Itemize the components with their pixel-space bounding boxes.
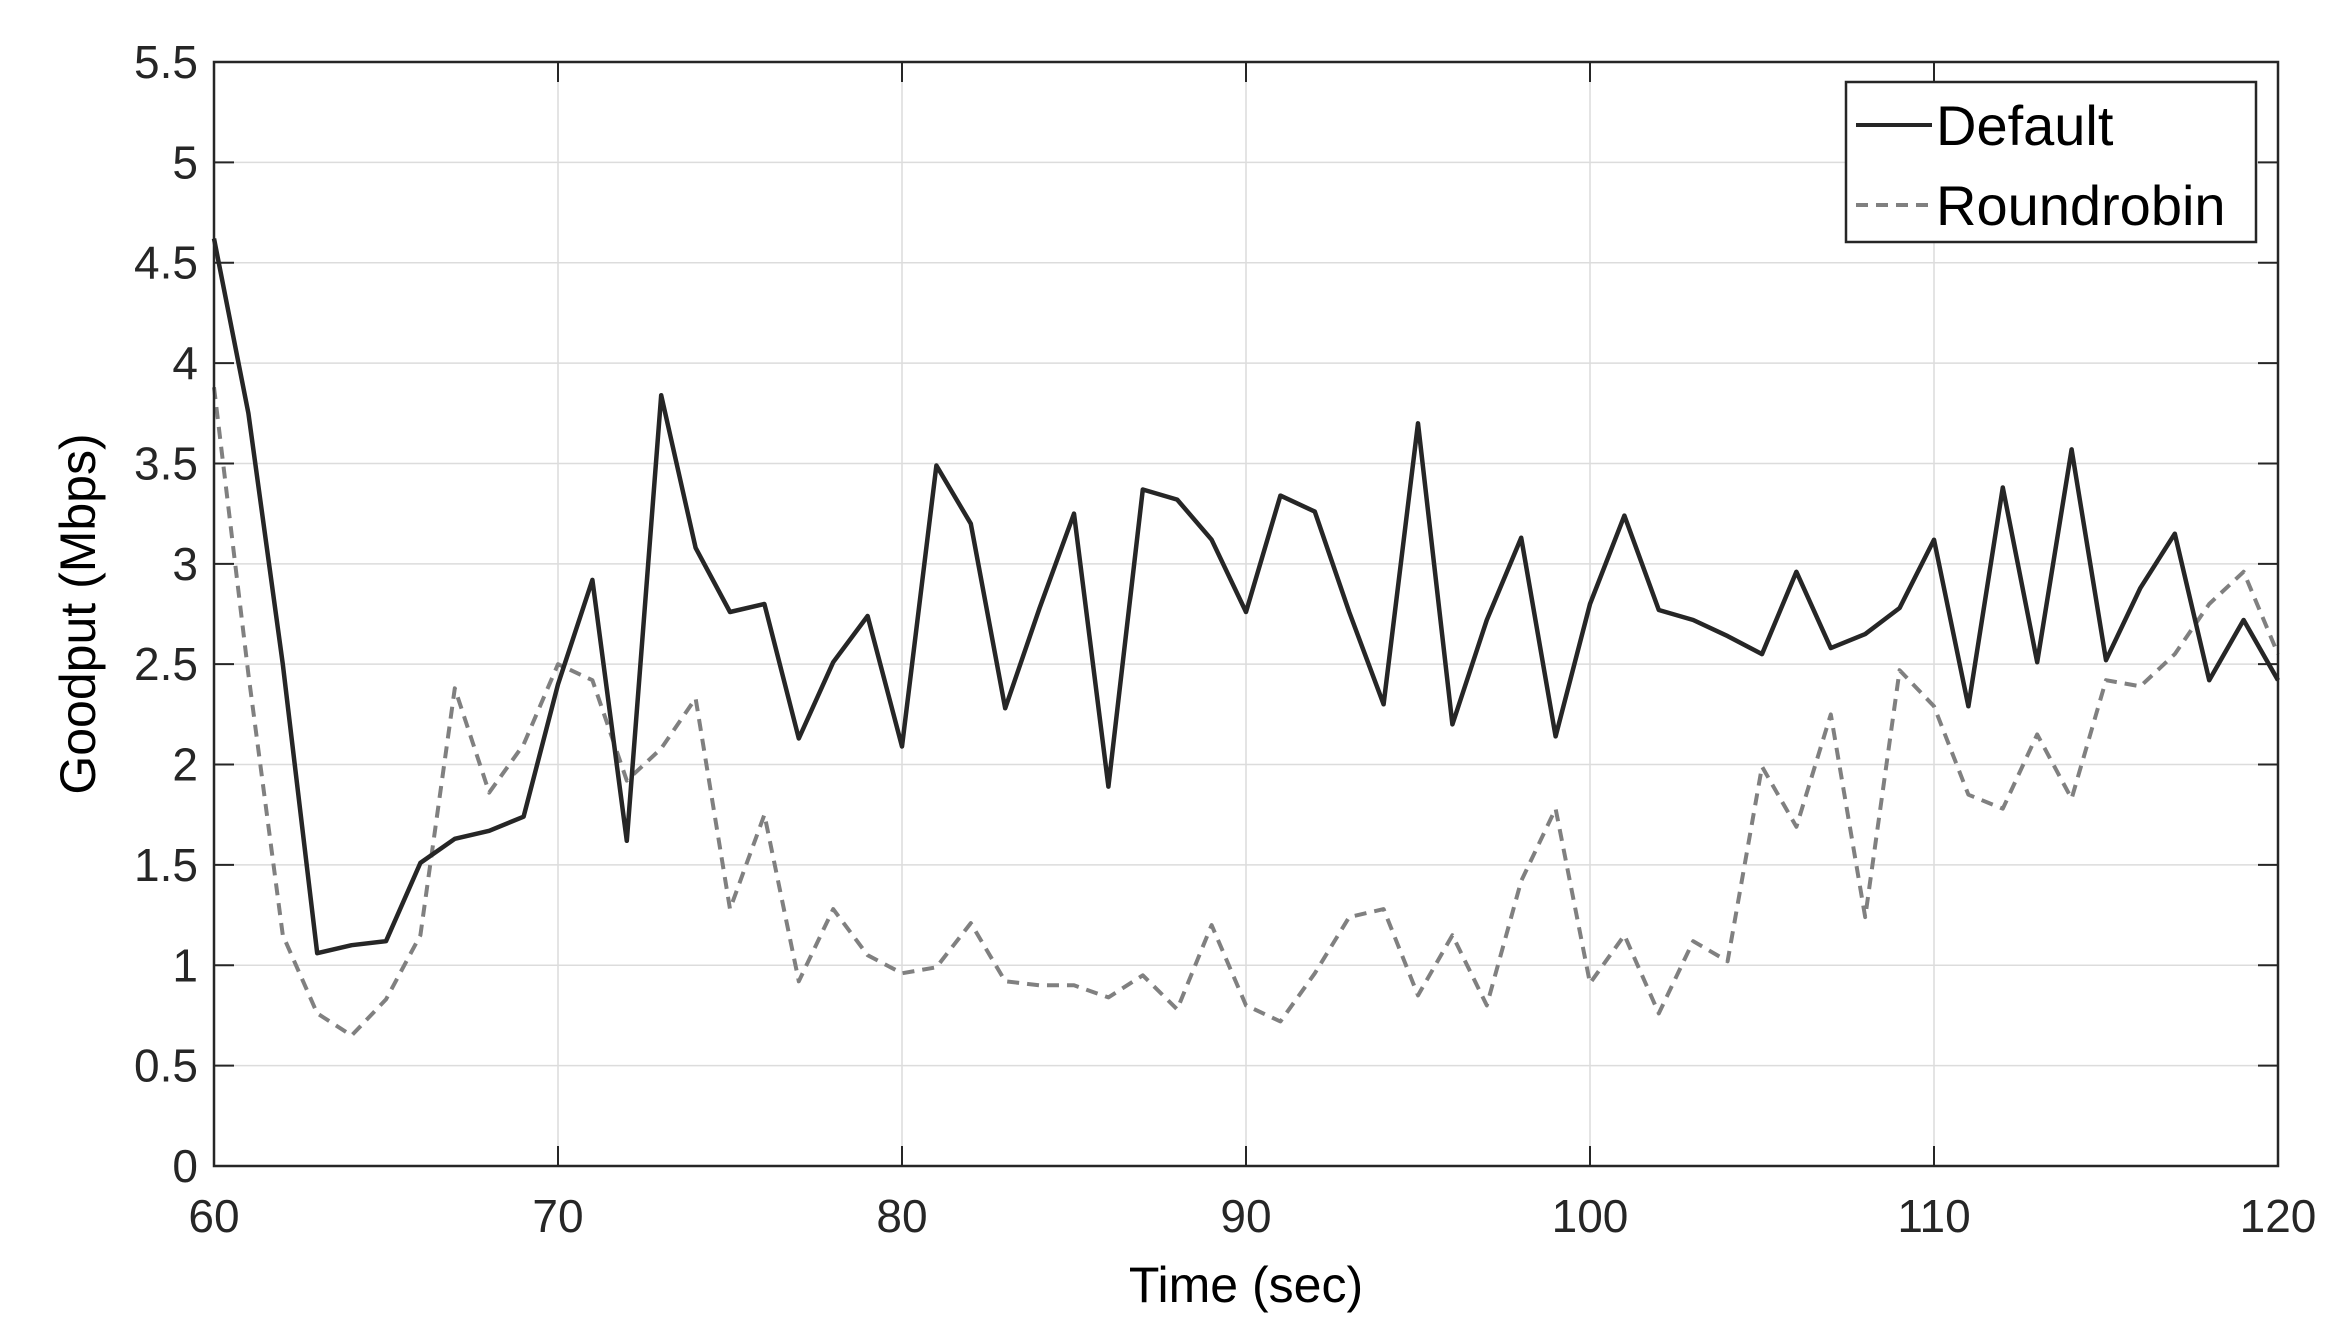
y-tick-label: 2.5 [134, 638, 198, 690]
y-tick-label: 4.5 [134, 237, 198, 289]
y-tick-label: 5.5 [134, 36, 198, 88]
x-tick-label: 120 [2240, 1190, 2317, 1242]
y-tick-label: 1 [172, 939, 198, 991]
x-axis-title: Time (sec) [1129, 1257, 1363, 1313]
series-line-default [211, 238, 2280, 956]
legend-label-roundrobin: Roundrobin [1936, 174, 2226, 237]
x-tick-label: 100 [1552, 1190, 1629, 1242]
legend: Default Roundrobin [1844, 80, 2258, 244]
x-tick-label: 60 [188, 1190, 239, 1242]
x-tick-label: 80 [876, 1190, 927, 1242]
legend-label-default: Default [1936, 94, 2114, 157]
y-tick-label: 0.5 [134, 1040, 198, 1092]
y-tick-labels: 0 0.5 1 1.5 2 2.5 3 3.5 4 4.5 5 5.5 [134, 36, 198, 1192]
series-layer [211, 238, 2280, 1038]
x-tick-label: 110 [1897, 1190, 1970, 1242]
series-line-roundrobin [212, 386, 2280, 1038]
x-tick-label: 70 [532, 1190, 583, 1242]
y-tick-label: 1.5 [134, 839, 198, 891]
x-tick-labels: 60 70 80 90 100 110 120 [188, 1190, 2316, 1242]
x-tick-label: 90 [1220, 1190, 1271, 1242]
y-tick-label: 2 [172, 739, 198, 791]
y-axis-title: Goodput (Mbps) [50, 433, 106, 794]
y-tick-label: 3.5 [134, 437, 198, 489]
legend-box [1844, 80, 2258, 244]
y-tick-label: 5 [172, 136, 198, 188]
axis-ticks [213, 61, 2279, 1167]
y-tick-label: 3 [172, 538, 198, 590]
y-tick-label: 4 [172, 337, 198, 389]
y-tick-label: 0 [172, 1140, 198, 1192]
